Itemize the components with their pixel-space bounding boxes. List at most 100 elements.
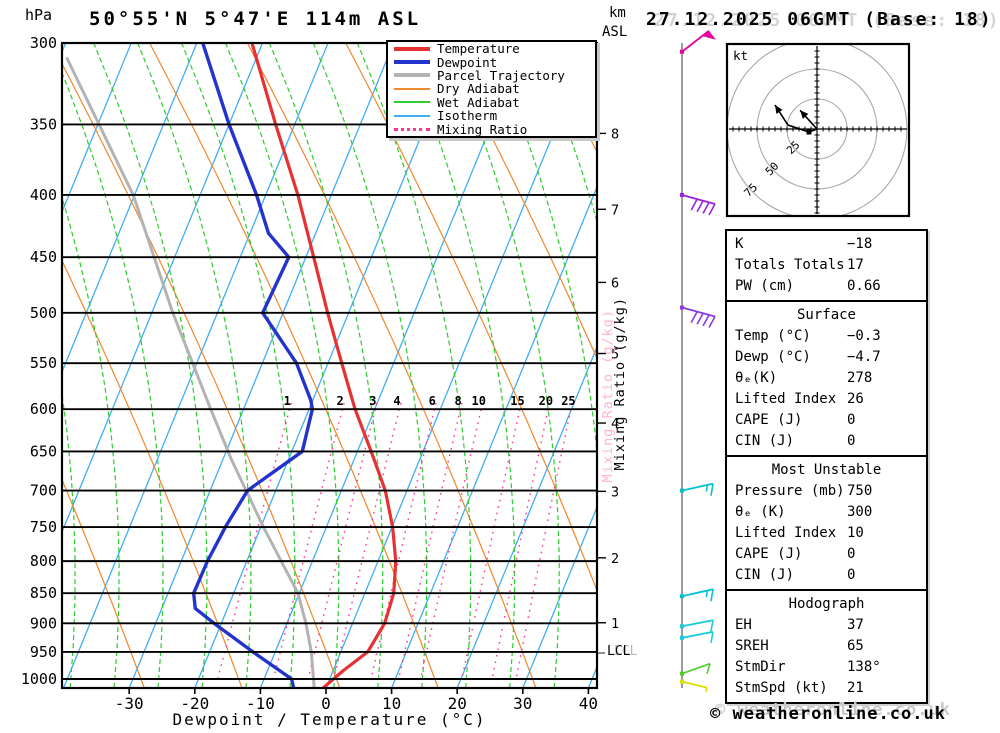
table-row-value: 65 — [847, 638, 864, 654]
legend-item-label: Dewpoint — [437, 54, 498, 70]
hodograph-unit-label: kt — [733, 48, 748, 63]
km-tick-label: 1 — [611, 616, 619, 632]
table-row: EH 37 — [735, 615, 918, 636]
wind-barb-tick — [710, 631, 714, 643]
table-row-label: PW (cm) — [735, 278, 795, 294]
mixing-ratio-line — [515, 402, 573, 680]
wind-barb-half-tick — [705, 484, 709, 492]
table-row-label: Dewp (°C) — [735, 349, 811, 365]
table-row: Lifted Index 26 — [735, 389, 918, 410]
station-title: 50°55'N 5°47'E 114m ASL — [89, 8, 422, 30]
table-row-label: Temp (°C) — [735, 328, 811, 344]
mixing-ratio-axis-label: Mixing Ratio (g/kg) — [612, 297, 628, 471]
km-tick-label: 7 — [611, 202, 619, 218]
wind-barb-tick — [696, 312, 704, 325]
km-tick-label: 8 — [611, 126, 619, 142]
table-row-label: StmDir — [735, 659, 786, 675]
table-row-value: 750 — [847, 483, 873, 499]
km-tick-label: 5 — [611, 346, 619, 362]
pressure-tick-label: 400 — [30, 186, 57, 204]
mixing-ratio-value-label: 2 — [337, 394, 344, 408]
wind-barb-tick — [690, 311, 698, 324]
table-row-value: 300 — [847, 504, 873, 520]
legend-line-sample — [394, 87, 430, 90]
wind-barb — [680, 588, 714, 602]
pressure-tick-label: 600 — [30, 400, 57, 418]
temp-tick-label: 10 — [382, 694, 401, 713]
wet-adiabat-line — [62, 195, 120, 688]
table-header: Hodograph — [788, 596, 865, 612]
sounding-curves — [65, 43, 398, 688]
wind-barb — [680, 192, 716, 216]
table-row-value: −0.3 — [847, 328, 881, 344]
km-tick-label: 6 — [611, 275, 619, 291]
legend-item-label: Mixing Ratio — [437, 121, 528, 137]
mixing-ratio-value-label: 1 — [284, 394, 291, 408]
wet-adiabat-lines — [62, 43, 597, 688]
km-tick-label: 3 — [611, 484, 619, 500]
pressure-tick-label: 850 — [30, 584, 57, 602]
km-tick-label: 2 — [611, 551, 619, 567]
dry-adiabat-line — [62, 62, 341, 688]
wind-barb-tick — [702, 201, 710, 214]
dry-adiabat-line — [62, 478, 145, 688]
table-row-label: Lifted Index — [735, 525, 837, 541]
dry-adiabat-line — [246, 43, 537, 688]
pressure-tick-label: 900 — [30, 614, 57, 632]
table-row-label: EH — [735, 617, 752, 633]
table-row: CIN (J) 0 — [735, 431, 918, 452]
wet-adiabat-line — [312, 43, 428, 688]
mixing-ratio-value-label: 10 — [472, 394, 486, 408]
wind-barb-shaft — [681, 194, 716, 205]
wind-barb-tick — [706, 663, 711, 674]
mixing-ratio-line — [307, 402, 378, 680]
table-row-label: θₑ(K) — [735, 370, 778, 386]
pressure-tick-label: 700 — [30, 482, 57, 500]
isotherm-line — [325, 43, 592, 688]
table-row: CAPE (J) 0 — [735, 544, 918, 565]
temp-tick-label: 20 — [448, 694, 467, 713]
wet-adiabat-line — [62, 389, 76, 688]
legend-line-sample — [394, 46, 430, 51]
temp-tick-label: 30 — [513, 694, 532, 713]
table-row: CIN (J) 0 — [735, 565, 918, 586]
mixing-ratio-value-label: 8 — [455, 394, 462, 408]
table-row: PW (cm) 0.66 — [735, 276, 918, 297]
wet-adiabat-line — [137, 43, 252, 688]
km-tick-label: 4 — [611, 416, 619, 432]
legend-item-label: Parcel Trajectory — [437, 67, 565, 83]
wet-adiabat-line — [181, 43, 296, 688]
wind-barb — [680, 30, 716, 54]
legend-item: Dewpoint — [388, 54, 595, 70]
table-row-value: 10 — [847, 525, 864, 541]
storm-motion-arrowhead — [800, 110, 809, 119]
isotherm-line — [390, 185, 597, 688]
legend-item: Dry Adiabat — [388, 82, 595, 95]
wind-barb-tick — [710, 483, 714, 496]
table-row-label: K — [735, 236, 744, 252]
legend-item-label: Wet Adiabat — [437, 94, 520, 110]
wind-barb — [680, 662, 711, 676]
table-row-value: 17 — [847, 257, 864, 273]
dry-adiabat-line — [442, 43, 597, 360]
indices-tables: K −18 Totals Totals 17 PW (cm) 0.66 Surface Tem… — [725, 229, 928, 704]
temp-tick-label: -20 — [180, 694, 209, 713]
table-row-value: 138° — [847, 659, 881, 675]
temp-tick-label: -10 — [246, 694, 275, 713]
hodograph-origin-marker — [806, 129, 812, 135]
wet-adiabat-line — [93, 43, 208, 688]
wind-barb — [680, 482, 714, 496]
pressure-tick-label: 950 — [30, 643, 57, 661]
mixing-ratio-line — [491, 402, 551, 680]
mixing-ratio-line — [419, 402, 484, 680]
legend-item-label: Temperature — [437, 41, 520, 57]
table-row-value: 37 — [847, 617, 864, 633]
wet-adiabat-line — [577, 43, 597, 93]
indices-table: K −18 Totals Totals 17 PW (cm) 0.66 — [725, 229, 928, 302]
wind-barb — [680, 630, 714, 643]
table-row-value: 0 — [847, 433, 856, 449]
wind-barb-shaft — [681, 482, 714, 492]
table-row-label: Lifted Index — [735, 391, 837, 407]
wind-barb-tick — [710, 620, 714, 632]
run-date-title: 27.12.2025 06GMT (Base: 18) — [646, 9, 993, 30]
